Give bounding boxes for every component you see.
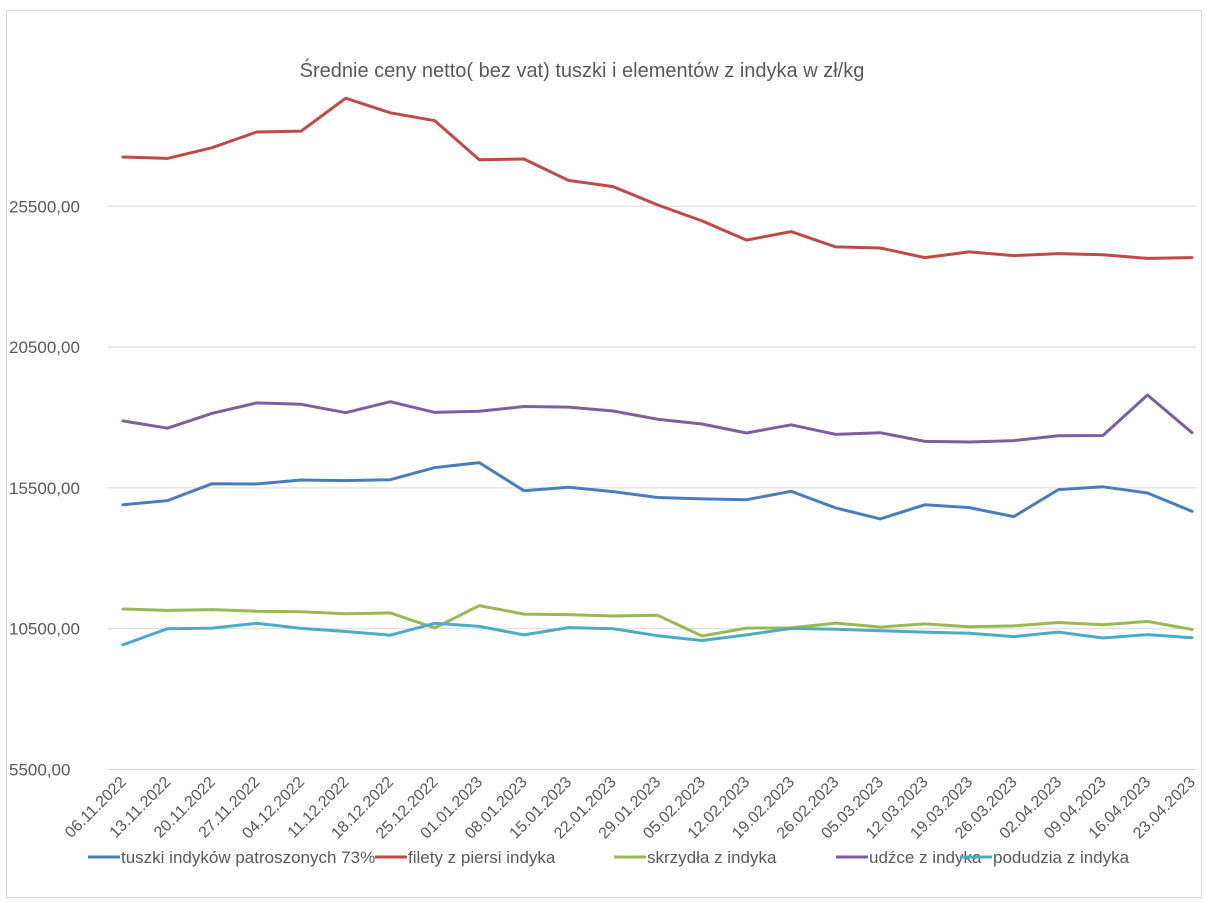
legend-item[interactable]: tuszki indyków patroszonych 73% — [88, 848, 375, 867]
legend-item[interactable]: filety z piersi indyka — [375, 848, 556, 867]
y-tick-label: 15500,00 — [9, 479, 80, 498]
legend-item[interactable]: skrzydła z indyka — [614, 848, 777, 867]
legend-label: udźce z indyka — [869, 848, 982, 867]
legend[interactable]: tuszki indyków patroszonych 73% filety z … — [88, 848, 1130, 867]
legend-label: filety z piersi indyka — [408, 848, 556, 867]
series-line-5 — [121, 621, 1194, 647]
y-tick-label: 25500,00 — [9, 197, 80, 216]
chart-frame — [6, 10, 1202, 898]
gridlines — [108, 205, 1196, 770]
y-tick-label: 10500,00 — [9, 620, 80, 639]
y-tick-label: 20500,00 — [9, 338, 80, 357]
x-axis: 06.11.202213.11.202220.11.202227.11.2022… — [62, 769, 1199, 842]
legend-label: podudzia z indyka — [993, 848, 1130, 867]
series-line-2 — [121, 96, 1194, 260]
series-lines — [121, 96, 1194, 647]
legend-label: skrzydła z indyka — [647, 848, 777, 867]
legend-item[interactable]: podudzia z indyka — [960, 848, 1130, 867]
chart-title: Średnie ceny netto( bez vat) tuszki i el… — [300, 58, 865, 82]
legend-item[interactable]: udźce z indyka — [836, 848, 982, 867]
series-line-4 — [121, 393, 1194, 444]
legend-label: tuszki indyków patroszonych 73% — [121, 848, 375, 867]
y-axis-ticks: 25500,00 20500,00 15500,00 10500,00 5500,00 — [9, 197, 80, 779]
series-line-3 — [121, 604, 1194, 638]
series-line-1 — [121, 461, 1194, 521]
y-tick-label: 5500,00 — [9, 761, 70, 780]
